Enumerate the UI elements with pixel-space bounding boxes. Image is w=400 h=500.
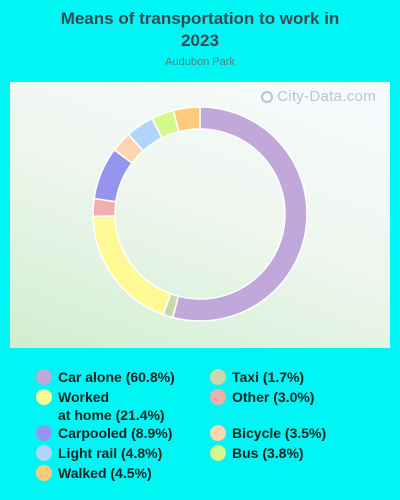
- legend-label: Worked at home (21.4%): [58, 389, 165, 423]
- legend-item: Carpooled (8.9%): [36, 424, 206, 442]
- legend-item: Other (3.0%): [210, 388, 380, 406]
- legend: Car alone (60.8%) Taxi (1.7%) Worked at hom…: [0, 360, 400, 500]
- magnifier-icon: [261, 91, 274, 103]
- legend-label: Carpooled (8.9%): [58, 425, 173, 441]
- legend-label: Walked (4.5%): [58, 465, 152, 481]
- legend-swatch: [36, 465, 52, 481]
- chart-title: Means of transportation to work in 2023: [0, 8, 400, 52]
- legend-swatch: [36, 445, 52, 461]
- legend-label: Other (3.0%): [232, 389, 315, 405]
- legend-label: Taxi (1.7%): [232, 369, 305, 385]
- legend-swatch: [210, 445, 226, 461]
- legend-swatch: [210, 369, 226, 385]
- donut-chart: [92, 106, 308, 322]
- legend-swatch: [36, 389, 52, 405]
- chart-title-line-2: 2023: [181, 31, 219, 50]
- legend-item: Light rail (4.8%): [36, 444, 206, 462]
- donut-slice-car-alone: [171, 106, 308, 322]
- legend-item: Car alone (60.8%): [36, 368, 206, 386]
- legend-item: Walked (4.5%): [36, 464, 206, 482]
- watermark-text: City-Data.com: [277, 88, 376, 105]
- legend-item: Bicycle (3.5%): [210, 424, 380, 442]
- legend-swatch: [210, 425, 226, 441]
- legend-label: Bus (3.8%): [232, 445, 304, 461]
- legend-item: Worked at home (21.4%): [36, 388, 206, 424]
- legend-label: Bicycle (3.5%): [232, 425, 327, 441]
- legend-item: Bus (3.8%): [210, 444, 380, 462]
- legend-swatch: [36, 425, 52, 441]
- plot-area: City-Data.com: [10, 82, 390, 348]
- legend-label: Light rail (4.8%): [58, 445, 163, 461]
- watermark: City-Data.com: [261, 88, 376, 105]
- legend-label: Car alone (60.8%): [58, 369, 175, 385]
- chart-subtitle: Audubon Park: [165, 56, 235, 68]
- donut-slice-worked-at-home: [92, 215, 172, 316]
- legend-swatch: [210, 389, 226, 405]
- chart-title-line-1: Means of transportation to work in: [60, 9, 340, 28]
- legend-item: Taxi (1.7%): [210, 368, 380, 386]
- donut-slice-walked: [172, 106, 201, 133]
- legend-swatch: [36, 369, 52, 385]
